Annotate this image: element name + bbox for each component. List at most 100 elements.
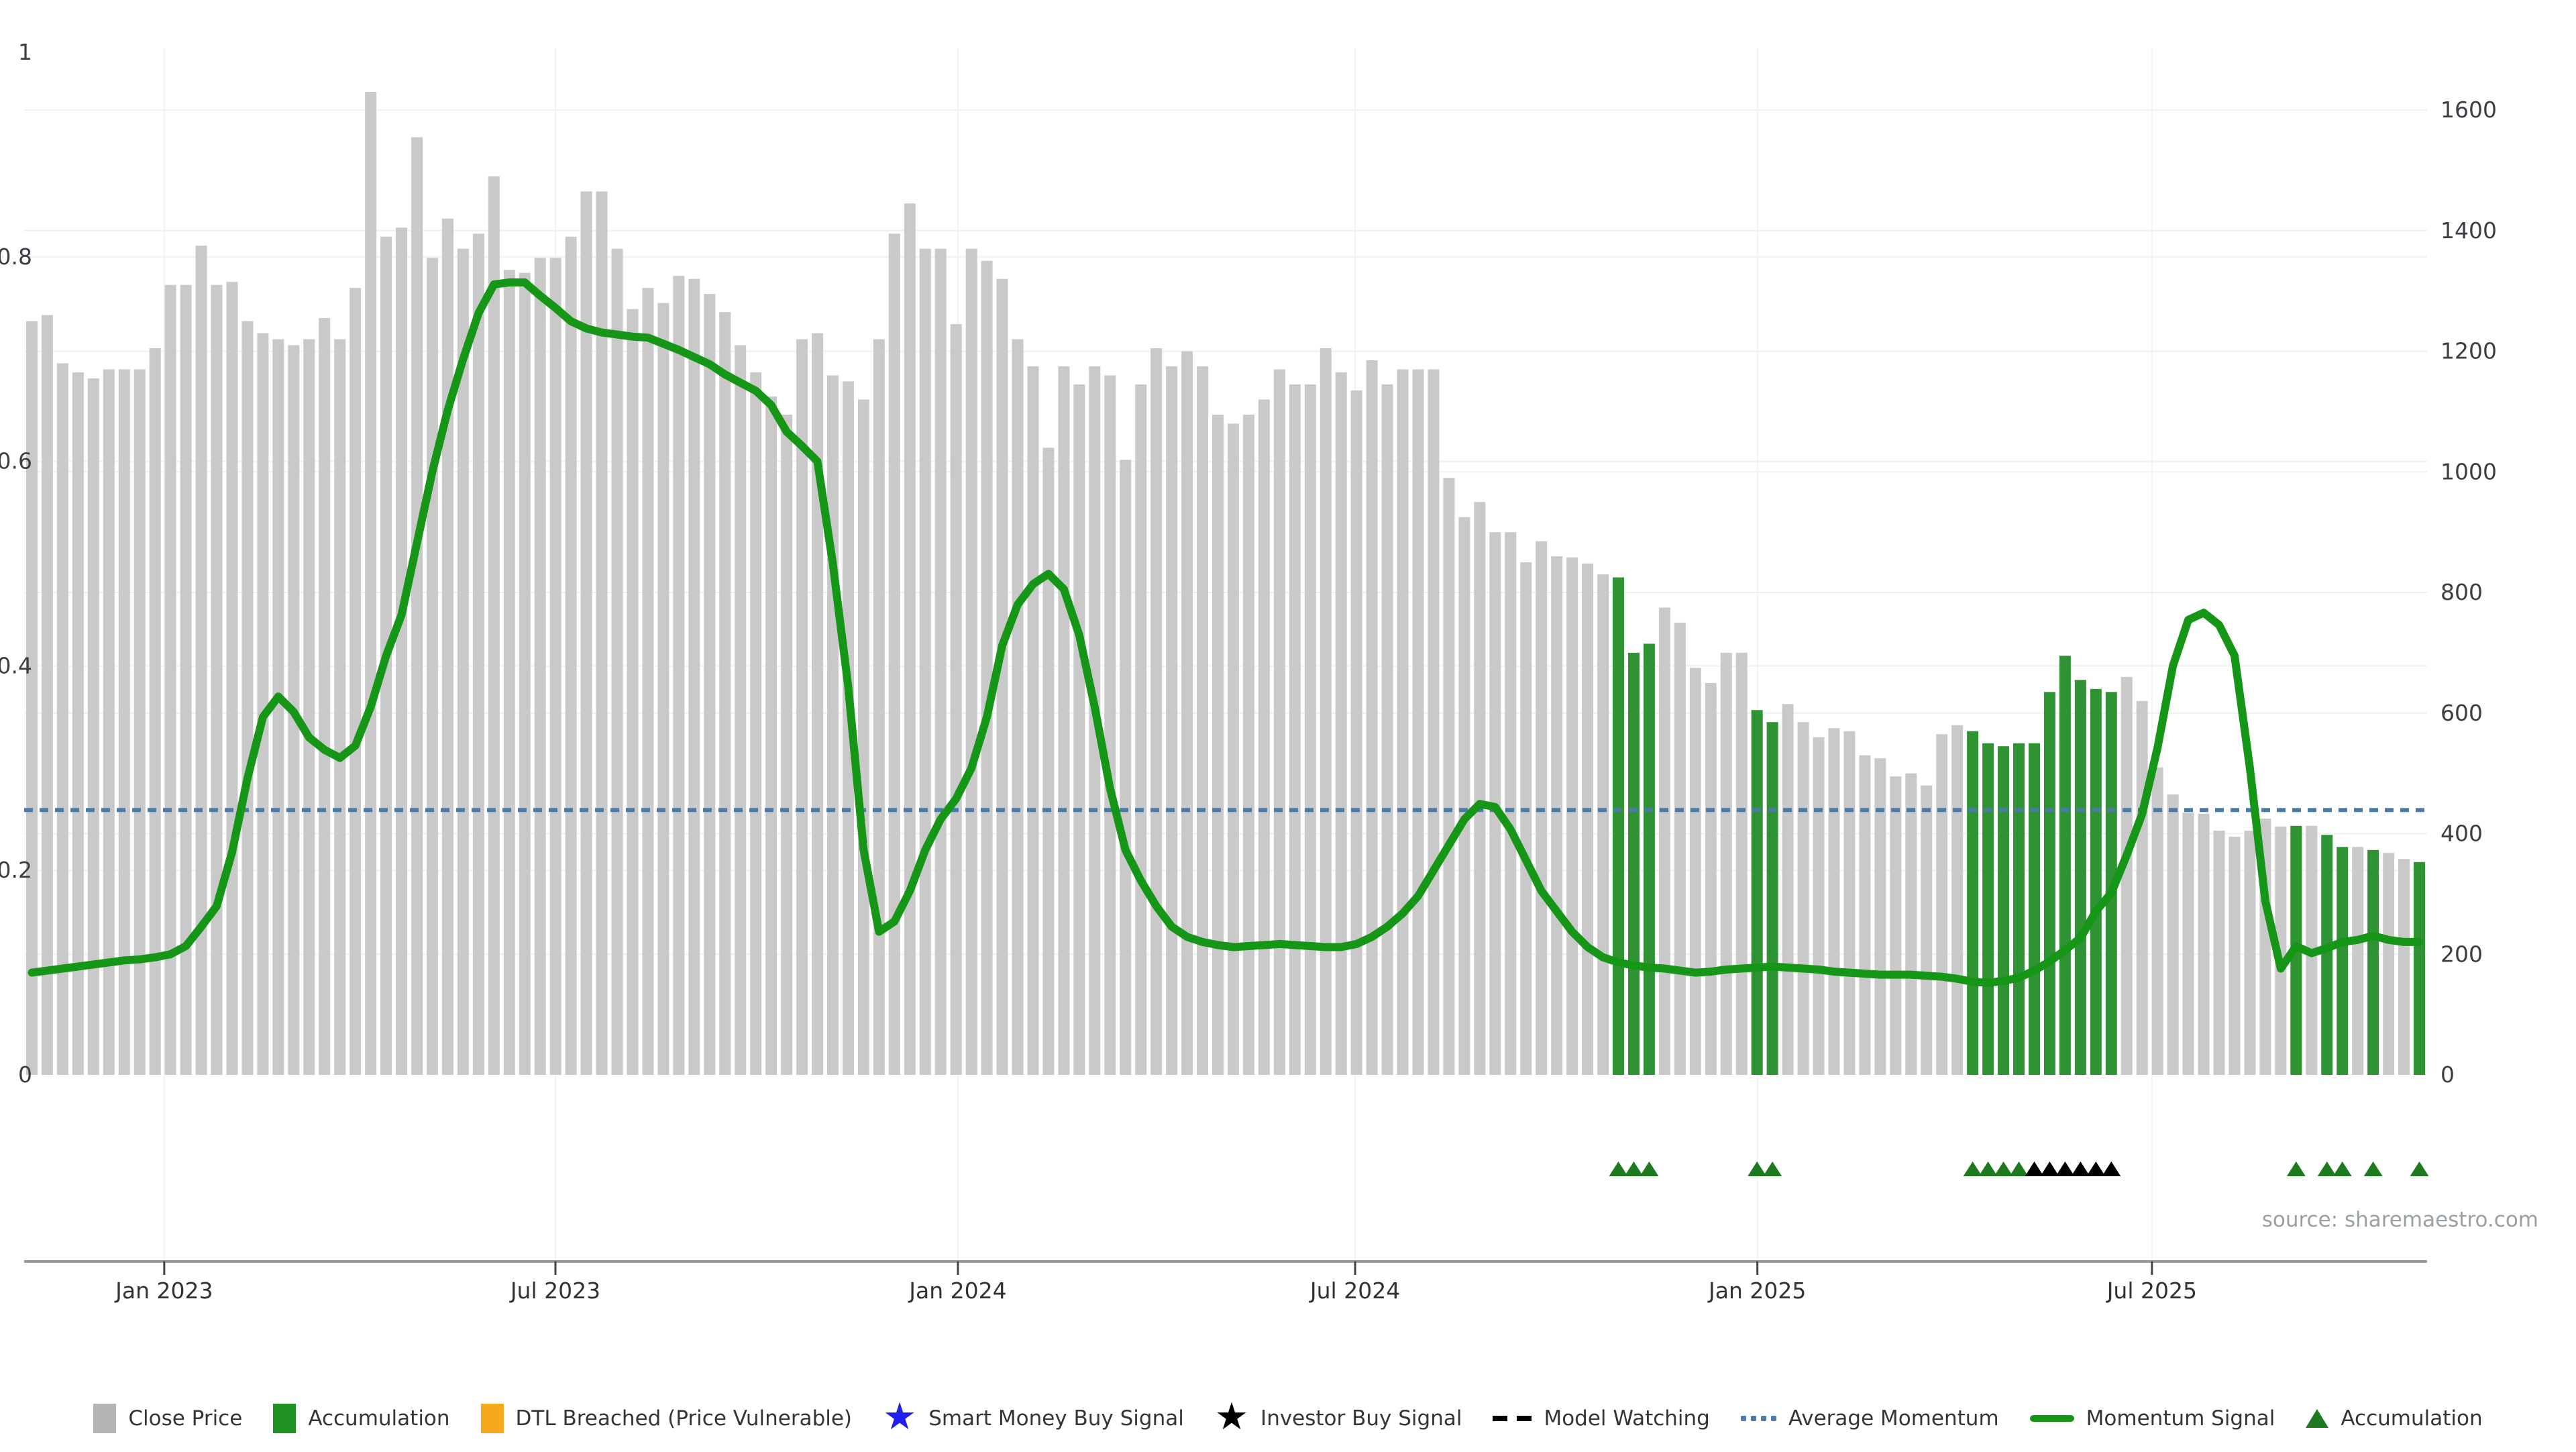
- close-price-bar[interactable]: [1350, 390, 1362, 1075]
- close-price-bar[interactable]: [1797, 722, 1809, 1075]
- close-price-bar[interactable]: [1181, 351, 1193, 1076]
- close-price-bar[interactable]: [503, 270, 515, 1076]
- close-price-bar[interactable]: [1951, 725, 1964, 1075]
- close-price-bar[interactable]: [319, 318, 331, 1076]
- close-price-bar[interactable]: [226, 282, 238, 1075]
- close-price-bar[interactable]: [580, 191, 592, 1075]
- close-price-bar[interactable]: [1120, 460, 1132, 1075]
- accumulation-bar[interactable]: [2090, 688, 2102, 1075]
- close-price-bar[interactable]: [765, 396, 777, 1075]
- close-price-bar[interactable]: [56, 363, 68, 1075]
- accumulation-bar[interactable]: [2074, 680, 2086, 1075]
- close-price-bar[interactable]: [2383, 853, 2395, 1075]
- close-price-bar[interactable]: [1566, 557, 1578, 1075]
- close-price-bar[interactable]: [1859, 755, 1871, 1075]
- close-price-bar[interactable]: [812, 333, 824, 1076]
- close-price-bar[interactable]: [2121, 676, 2133, 1075]
- close-price-bar[interactable]: [519, 272, 531, 1076]
- close-price-bar[interactable]: [1474, 502, 1486, 1075]
- close-price-bar[interactable]: [1658, 607, 1670, 1075]
- accumulation-bar[interactable]: [2367, 849, 2379, 1075]
- close-price-bar[interactable]: [41, 315, 53, 1076]
- close-price-bar[interactable]: [950, 324, 962, 1075]
- close-price-bar[interactable]: [2213, 831, 2225, 1075]
- close-price-bar[interactable]: [1258, 399, 1270, 1075]
- close-price-bar[interactable]: [796, 339, 808, 1075]
- accumulation-bar[interactable]: [1627, 652, 1640, 1075]
- close-price-bar[interactable]: [180, 284, 192, 1076]
- close-price-bar[interactable]: [87, 378, 99, 1075]
- close-price-bar[interactable]: [627, 309, 639, 1075]
- close-price-bar[interactable]: [257, 333, 269, 1076]
- close-price-bar[interactable]: [565, 236, 577, 1075]
- close-price-bar[interactable]: [241, 321, 254, 1075]
- close-price-bar[interactable]: [1843, 731, 1856, 1075]
- close-price-bar[interactable]: [488, 176, 500, 1075]
- close-price-bar[interactable]: [657, 303, 669, 1076]
- close-price-bar[interactable]: [1073, 384, 1085, 1075]
- close-price-bar[interactable]: [1520, 562, 1532, 1075]
- close-price-bar[interactable]: [1597, 574, 1609, 1075]
- close-price-bar[interactable]: [688, 278, 700, 1075]
- close-price-bar[interactable]: [919, 248, 931, 1075]
- close-price-bar[interactable]: [781, 414, 793, 1075]
- close-price-bar[interactable]: [904, 203, 916, 1075]
- close-price-bar[interactable]: [1443, 478, 1455, 1075]
- close-price-bar[interactable]: [1335, 372, 1347, 1075]
- close-price-bar[interactable]: [2244, 831, 2256, 1075]
- close-price-bar[interactable]: [673, 276, 685, 1075]
- close-price-bar[interactable]: [149, 348, 161, 1075]
- accumulation-bar[interactable]: [2321, 835, 2333, 1075]
- close-price-bar[interactable]: [1428, 369, 1440, 1075]
- close-price-bar[interactable]: [1551, 556, 1563, 1075]
- close-price-bar[interactable]: [103, 369, 115, 1075]
- close-price-bar[interactable]: [873, 339, 885, 1075]
- close-price-bar[interactable]: [195, 246, 207, 1075]
- close-price-bar[interactable]: [2136, 701, 2148, 1075]
- close-price-bar[interactable]: [1166, 366, 1178, 1075]
- close-price-bar[interactable]: [704, 294, 716, 1075]
- close-price-bar[interactable]: [549, 258, 561, 1076]
- close-price-bar[interactable]: [303, 339, 315, 1075]
- close-price-bar[interactable]: [1012, 339, 1024, 1075]
- close-price-bar[interactable]: [1397, 369, 1409, 1075]
- close-price-bar[interactable]: [1921, 785, 1933, 1075]
- close-price-bar[interactable]: [118, 369, 130, 1075]
- accumulation-bar[interactable]: [1967, 731, 1979, 1075]
- close-price-bar[interactable]: [2198, 813, 2210, 1075]
- close-price-bar[interactable]: [611, 248, 623, 1075]
- accumulation-bar[interactable]: [2013, 743, 2025, 1075]
- close-price-bar[interactable]: [334, 339, 346, 1075]
- close-price-bar[interactable]: [1890, 776, 1902, 1075]
- close-price-bar[interactable]: [350, 288, 362, 1076]
- close-price-bar[interactable]: [888, 234, 900, 1075]
- close-price-bar[interactable]: [981, 260, 993, 1075]
- close-price-bar[interactable]: [1582, 563, 1594, 1075]
- close-price-bar[interactable]: [1458, 517, 1470, 1075]
- close-price-bar[interactable]: [1027, 366, 1039, 1075]
- close-price-bar[interactable]: [1813, 737, 1825, 1075]
- close-price-bar[interactable]: [750, 372, 762, 1075]
- close-price-bar[interactable]: [1674, 622, 1686, 1075]
- accumulation-bar[interactable]: [2028, 743, 2040, 1075]
- close-price-bar[interactable]: [1104, 375, 1116, 1076]
- close-price-bar[interactable]: [1212, 414, 1224, 1075]
- close-price-bar[interactable]: [1874, 758, 1886, 1075]
- close-price-bar[interactable]: [2398, 859, 2410, 1075]
- close-price-bar[interactable]: [1150, 348, 1163, 1075]
- close-price-bar[interactable]: [1197, 366, 1209, 1075]
- close-price-bar[interactable]: [272, 339, 284, 1075]
- close-price-bar[interactable]: [1412, 369, 1424, 1075]
- close-price-bar[interactable]: [1227, 423, 1239, 1075]
- close-price-bar[interactable]: [164, 284, 176, 1076]
- close-price-bar[interactable]: [857, 399, 869, 1075]
- accumulation-bar[interactable]: [1998, 746, 2010, 1075]
- close-price-bar[interactable]: [365, 92, 377, 1076]
- accumulation-bar[interactable]: [2043, 692, 2055, 1075]
- close-price-bar[interactable]: [1242, 414, 1254, 1075]
- accumulation-bar[interactable]: [1982, 743, 1994, 1075]
- close-price-bar[interactable]: [457, 248, 469, 1075]
- close-price-bar[interactable]: [1689, 668, 1701, 1075]
- close-price-bar[interactable]: [396, 227, 408, 1076]
- close-price-bar[interactable]: [534, 258, 546, 1076]
